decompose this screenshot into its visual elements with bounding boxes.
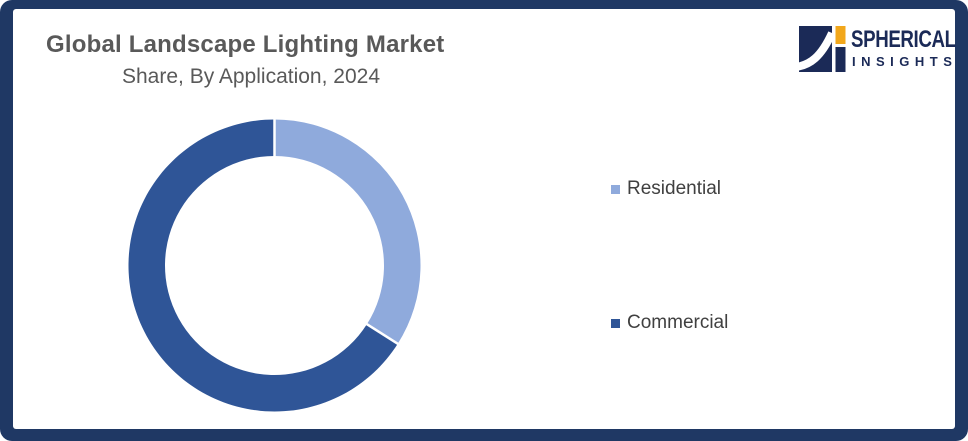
legend-item-commercial: Commercial [611, 312, 728, 334]
logo-orange-block [835, 26, 846, 44]
donut-segment-residential [274, 119, 421, 344]
legend-label-commercial: Commercial [627, 312, 729, 333]
segment-separator [365, 322, 400, 346]
legend-swatch-commercial [611, 318, 620, 328]
legend-item-residential: Residential [611, 178, 721, 200]
page-subtitle: Share, By Application, 2024 [121, 65, 380, 88]
legend-swatch-residential [611, 184, 620, 194]
logo-icon [795, 26, 847, 78]
spherical-insights-logo: SPHERICAL INSIGHTS [795, 26, 968, 78]
brand-tagline: INSIGHTS [852, 54, 958, 69]
chart-canvas: Global Landscape Lighting Market Share, … [13, 9, 956, 429]
page-title: Global Landscape Lighting Market [46, 31, 445, 58]
legend-label-residential: Residential [627, 178, 721, 199]
donut-chart [118, 109, 431, 422]
brand-name: SPHERICAL [851, 26, 956, 53]
logo-navy-block [835, 47, 846, 72]
